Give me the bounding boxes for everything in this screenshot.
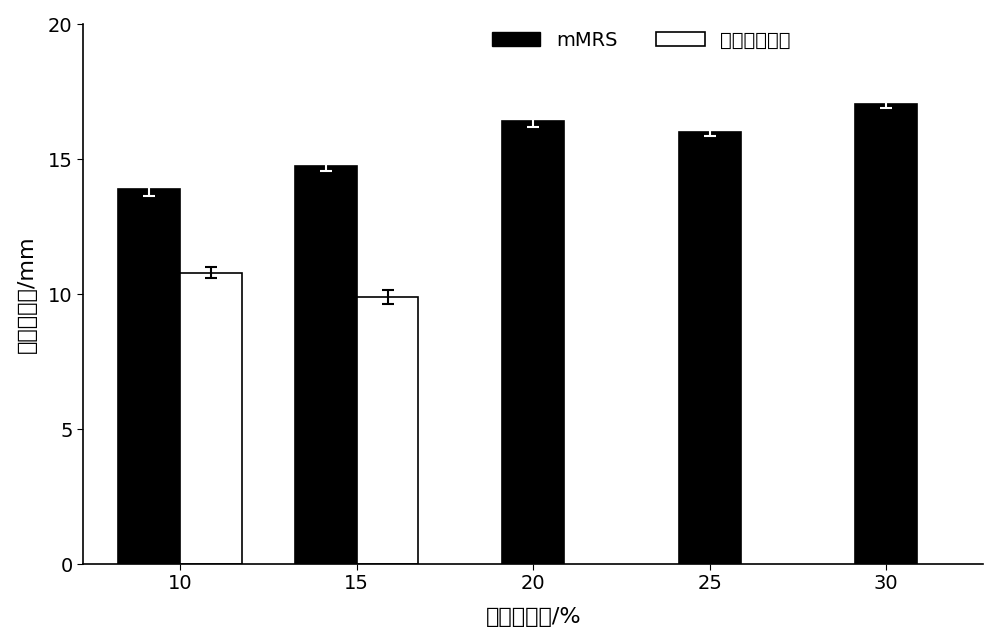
Y-axis label: 菌丝体直径/mm: 菌丝体直径/mm bbox=[17, 235, 37, 353]
Bar bbox=[855, 104, 917, 564]
Bar bbox=[502, 121, 564, 564]
Bar bbox=[118, 189, 180, 564]
Bar bbox=[295, 166, 357, 564]
Bar bbox=[357, 297, 418, 564]
X-axis label: 上清液浓度/%: 上清液浓度/% bbox=[485, 607, 581, 627]
Legend: mMRS, 青春双歧杆菌: mMRS, 青春双歧杆菌 bbox=[484, 23, 799, 58]
Bar bbox=[180, 272, 242, 564]
Bar bbox=[679, 132, 741, 564]
